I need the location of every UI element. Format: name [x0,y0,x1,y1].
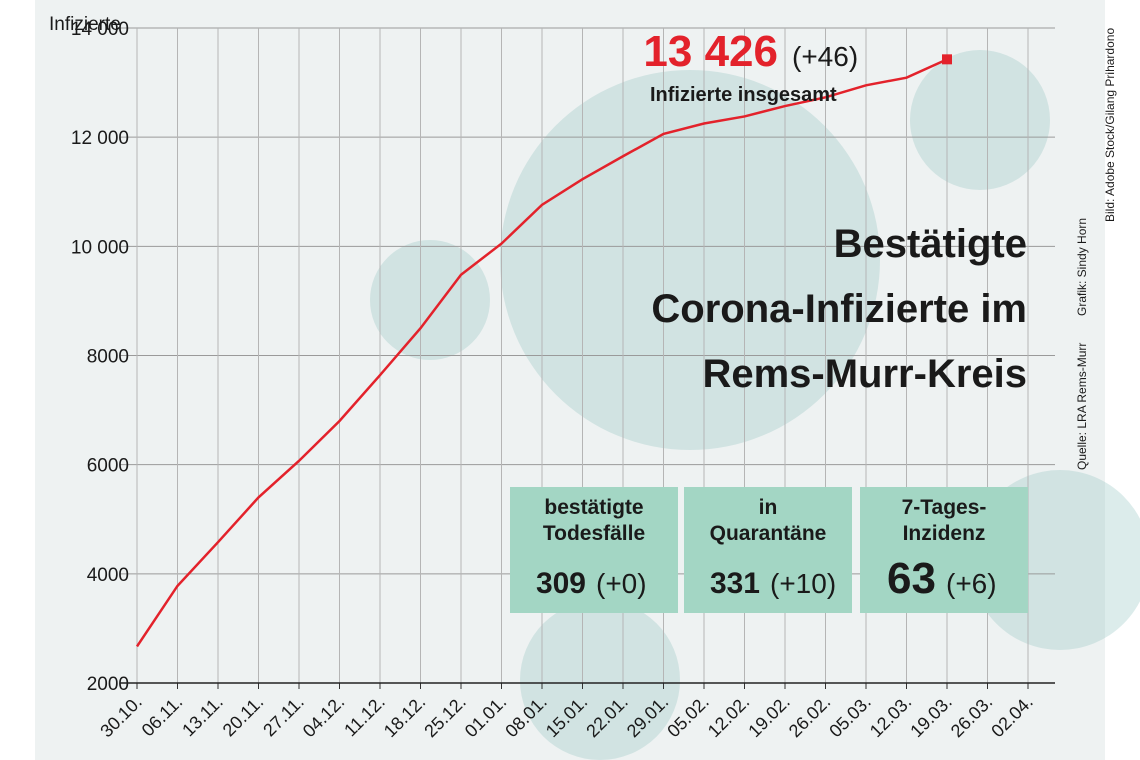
data-line [135,58,948,648]
info-box-label: Inzidenz [903,522,986,545]
info-box-value: 331 [710,567,760,600]
y-axis-label: Infizierte [49,14,121,35]
info-box [860,487,1028,613]
total-label: Infizierte insgesamt [650,84,837,106]
info-box [510,487,678,613]
y-tick-label: 8000 [87,347,129,368]
info-box-change: (+0) [596,568,647,599]
total-value: 13 426 [643,27,778,76]
y-tick-label: 6000 [87,456,129,477]
credit: Quelle: LRA Rems-Murr [1075,343,1089,470]
info-box [684,487,852,613]
y-tick-label: 14 000 [71,19,129,40]
y-tick-label: 12 000 [71,128,129,149]
info-box-value: 63 [887,554,936,603]
info-box-change: (+6) [946,568,997,599]
info-box-label: bestätigte [544,496,643,519]
y-tick-label: 10 000 [71,237,129,258]
info-box-value: 309 [536,567,586,600]
info-box-label: 7-Tages- [902,496,987,519]
chart-title: Corona-Infizierte im [651,287,1027,331]
total-change: (+46) [792,41,858,72]
end-marker [942,54,952,65]
chart-title: Bestätigte [834,222,1027,266]
y-tick-label: 2000 [87,674,129,695]
background [35,0,1105,760]
credit: Bild: Adobe Stock/Gilang Prihardono [1103,28,1117,222]
info-box-label: Quarantäne [710,522,827,545]
y-tick-label: 4000 [87,565,129,586]
info-box-label: Todesfälle [543,522,645,545]
info-box-change: (+10) [770,568,836,599]
chart-title: Rems-Murr-Kreis [702,352,1027,396]
info-box-label: in [759,496,778,519]
credit: Grafik: Sindy Horn [1075,218,1089,316]
